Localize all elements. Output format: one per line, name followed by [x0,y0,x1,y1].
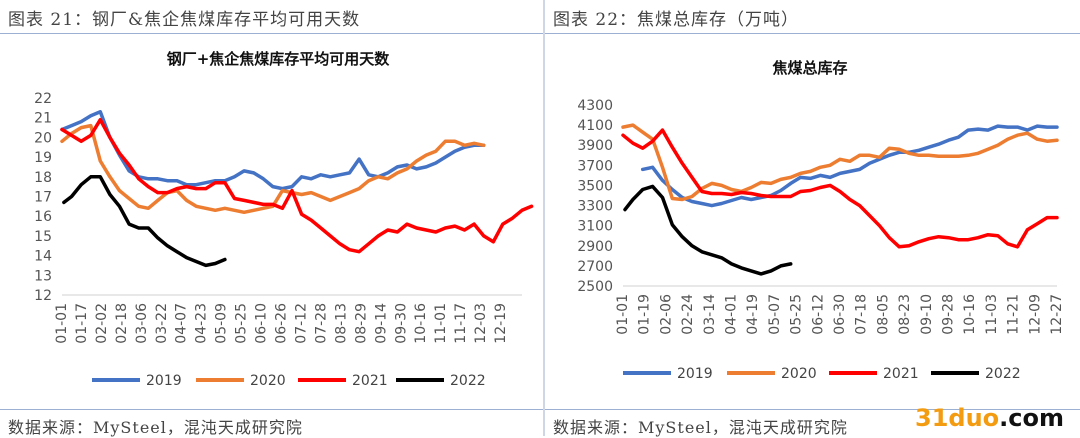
legend-label-2019: 2019 [677,366,713,382]
series-line-2020 [621,123,1059,202]
x-tick-label: 05-07 [767,294,783,335]
x-tick-label: 11-03 [984,294,1000,335]
y-tick-label: 14 [34,249,52,265]
x-tick-label: 09-28 [941,294,957,335]
x-tick-label: 08-05 [875,294,891,335]
y-tick-label: 16 [34,209,52,225]
y-tick-label: 2900 [577,239,613,255]
chart-title: 钢厂+焦企焦煤库存平均可用天数 [167,50,391,68]
right-source-note: 数据来源：MySteel，混沌天成研究院 [553,418,848,437]
x-tick-label: 12-03 [473,303,489,344]
y-tick-label: 13 [34,268,52,284]
x-tick-label: 04-23 [194,303,210,344]
x-tick-label: 03-14 [702,294,718,335]
legend-label-2021: 2021 [883,366,919,382]
series-line-2021 [60,117,534,254]
y-tick-label: 17 [34,190,52,206]
x-tick-label: 11-21 [1006,294,1022,335]
x-tick-label: 07-12 [293,303,309,344]
x-tick-label: 01-01 [54,303,70,344]
x-tick-label: 09-10 [919,294,935,335]
y-tick-label: 12 [34,288,52,304]
y-tick-label: 22 [34,91,52,107]
x-tick-label: 12-27 [1049,294,1065,335]
right-figure-caption: 图表 22：焦煤总库存（万吨） [553,10,800,30]
x-tick-label: 11-01 [433,303,449,344]
y-tick-label: 4300 [577,98,613,114]
panel-divider [543,0,545,436]
x-tick-label: 02-02 [94,303,110,344]
y-tick-label: 2500 [577,279,613,295]
left-source-note: 数据来源：MySteel，混沌天成研究院 [8,418,303,437]
right-figure: 图表 22：焦煤总库存（万吨） 焦煤总库存 4300 4100 3900 3700 350… [545,0,1080,437]
x-tick-label: 09-30 [393,303,409,344]
x-tick-label: 07-28 [313,303,329,344]
x-tick-label: 08-13 [333,303,349,344]
y-tick-label: 19 [34,150,52,166]
x-tick-label: 05-25 [234,303,250,344]
y-tick-label: 3700 [577,158,613,174]
x-tick-label: 09-14 [373,303,389,344]
series-line-2022 [62,175,227,268]
x-tick-label: 01-19 [637,294,653,335]
legend-label-2021: 2021 [352,373,388,389]
series-line-2019 [60,110,486,191]
x-tick-label: 04-01 [724,294,740,335]
x-tick-label: 05-25 [789,294,805,335]
left-figure: 图表 21：钢厂&焦企焦煤库存平均可用天数 钢厂+焦企焦煤库存平均可用天数 22 2… [0,0,543,437]
left-figure-header: 图表 21：钢厂&焦企焦煤库存平均可用天数 [0,0,543,34]
x-tick-label: 10-16 [962,294,978,335]
x-tick-label: 10-16 [413,303,429,344]
x-tick-label: 02-24 [680,294,696,335]
y-tick-label: 4100 [577,118,613,134]
x-tick-label: 06-10 [254,303,270,344]
x-tick-label: 05-09 [214,303,230,344]
x-tick-label: 08-23 [897,294,913,335]
x-tick-label: 06-26 [274,303,290,344]
legend-label-2020: 2020 [250,373,286,389]
x-tick-label: 02-06 [658,294,674,335]
left-figure-caption: 图表 21：钢厂&焦企焦煤库存平均可用天数 [8,10,361,30]
y-tick-label: 3500 [577,178,613,194]
x-tick-label: 07-18 [854,294,870,335]
watermark-part2: .com [999,404,1064,432]
y-tick-label: 15 [34,229,52,245]
series-line-2020 [60,123,486,215]
left-figure-footer: 数据来源：MySteel，混沌天成研究院 [0,409,543,437]
x-tick-label: 04-19 [745,294,761,335]
x-tick-label: 12-19 [493,303,509,344]
y-tick-label: 18 [34,170,52,186]
x-tick-label: 02-18 [114,303,130,344]
x-tick-label: 03-22 [154,303,170,344]
x-tick-label: 12-09 [1027,294,1043,335]
series-line-2019 [640,124,1059,208]
y-tick-label: 3300 [577,199,613,215]
legend-label-2020: 2020 [781,366,817,382]
y-tick-label: 20 [34,130,52,146]
y-tick-label: 21 [34,111,52,127]
y-tick-label: 2700 [577,259,613,275]
y-tick-label: 3100 [577,219,613,235]
right-figure-header: 图表 22：焦煤总库存（万吨） [545,0,1080,34]
right-figure-footer: 数据来源：MySteel，混沌天成研究院 [545,409,1080,437]
series-line-2021 [621,128,1059,249]
right-line-chart: 焦煤总库存 4300 4100 3900 3700 3500 3300 3100 2900 270… [577,59,1065,382]
watermark-logo: 31duo.com [915,404,1064,432]
chart-title: 焦煤总库存 [771,59,847,77]
series-line-2022 [623,184,793,276]
x-tick-label: 01-17 [74,303,90,344]
watermark-part1: 31duo [915,404,1000,432]
x-tick-label: 08-29 [353,303,369,344]
x-tick-label: 11-17 [453,303,469,344]
x-tick-label: 04-07 [174,303,190,344]
legend-label-2019: 2019 [146,373,182,389]
x-tick-label: 01-01 [615,294,631,335]
y-tick-label: 3900 [577,138,613,154]
left-line-chart: 钢厂+焦企焦煤库存平均可用天数222120191817161514131201-… [34,50,534,389]
legend-label-2022: 2022 [450,373,486,389]
x-tick-label: 06-30 [832,294,848,335]
legend-label-2022: 2022 [985,366,1021,382]
x-tick-label: 06-12 [810,294,826,335]
x-tick-label: 03-06 [134,303,150,344]
